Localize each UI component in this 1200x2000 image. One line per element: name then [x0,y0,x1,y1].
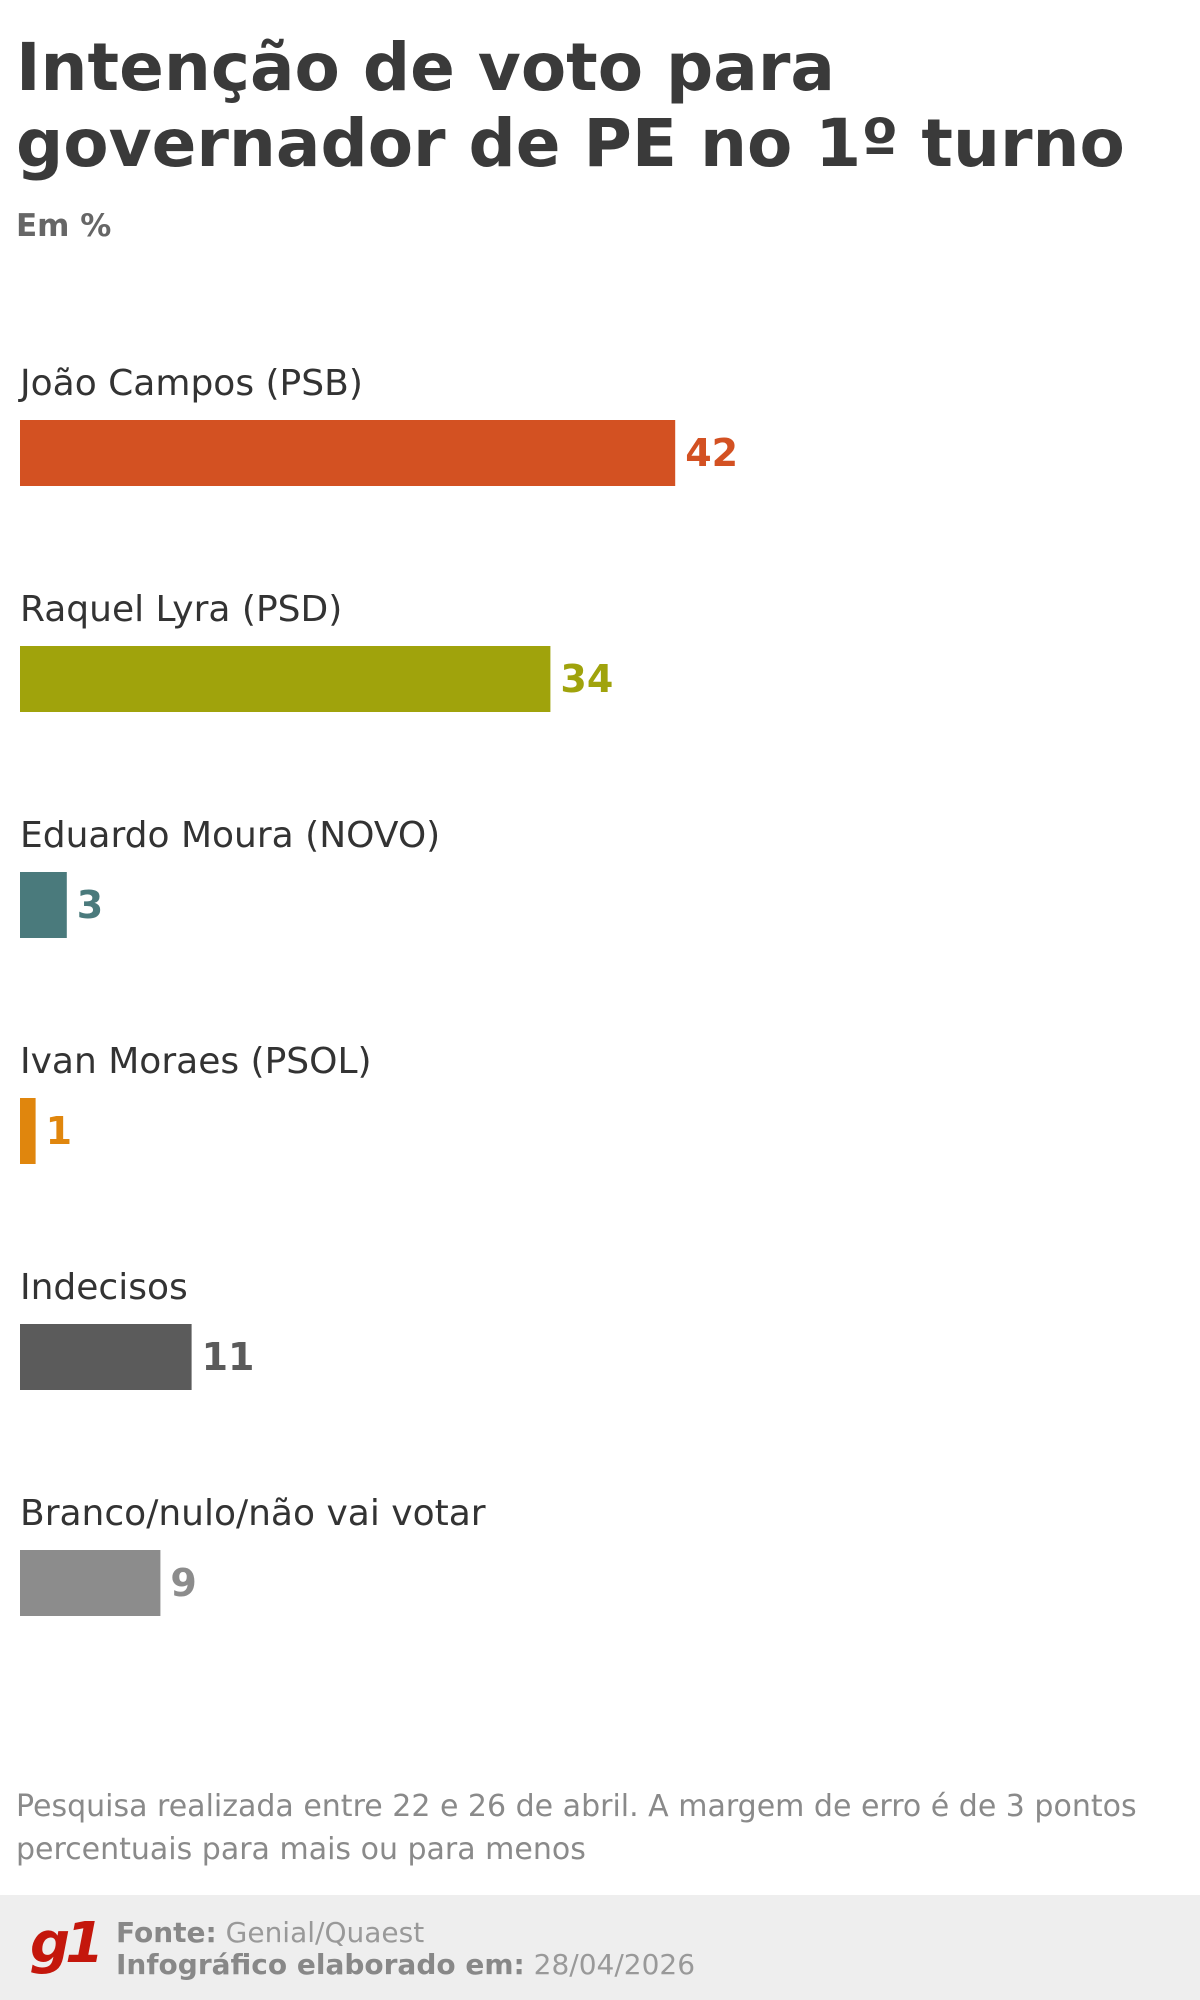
bar-label: João Campos (PSB) [18,363,363,404]
bar-value-label: 34 [560,657,613,701]
bar [20,646,551,712]
bar-label: Branco/nulo/não vai votar [20,1493,486,1534]
bar-value-label: 11 [202,1335,255,1379]
bar-value-label: 9 [170,1561,196,1605]
source-value: Genial/Quaest [225,1916,425,1949]
bar [20,1098,36,1164]
bar-label: Ivan Moraes (PSOL) [20,1041,372,1082]
source-line: Fonte: Genial/Quaest [116,1917,695,1949]
bar [20,872,67,938]
survey-note: Pesquisa realizada entre 22 e 26 de abri… [16,1789,1137,1867]
g1-logo: g1 [30,1911,104,1976]
bar-chart: João Campos (PSB) 42 Raquel Lyra (PSD) 34 Ed… [18,363,738,1616]
bar-value-label: 42 [685,431,738,475]
bar-label: Eduardo Moura (NOVO) [20,815,440,856]
date-line: Infográfico elaborado em: 28/04/2026 [116,1949,695,1981]
bar [20,1324,192,1390]
date-value: 28/04/2026 [533,1948,696,1981]
bar-label: Indecisos [20,1267,188,1308]
bar-value-label: 3 [77,883,103,927]
bar [20,420,676,486]
bar-value-label: 1 [46,1109,72,1153]
bar-label: Raquel Lyra (PSD) [20,589,342,630]
date-label: Infográfico elaborado em: [116,1948,525,1981]
source-block: Fonte: Genial/Quaest Infográfico elabora… [116,1917,695,1981]
footer: g1 Fonte: Genial/Quaest Infográfico elab… [0,1895,1200,2000]
chart-subtitle: Em % [16,208,112,244]
chart-title: Intenção de voto para governador de PE n… [16,29,1125,182]
bar [20,1550,161,1616]
source-label: Fonte: [116,1916,217,1949]
